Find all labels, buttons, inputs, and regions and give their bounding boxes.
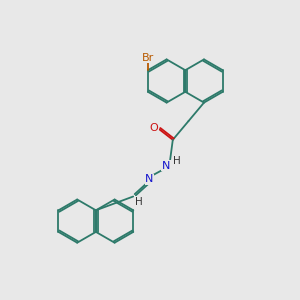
Text: N: N	[162, 161, 170, 171]
Text: H: H	[173, 156, 181, 167]
Text: Br: Br	[142, 52, 154, 63]
Text: H: H	[135, 197, 142, 207]
Text: O: O	[149, 123, 158, 133]
Text: N: N	[145, 174, 154, 184]
